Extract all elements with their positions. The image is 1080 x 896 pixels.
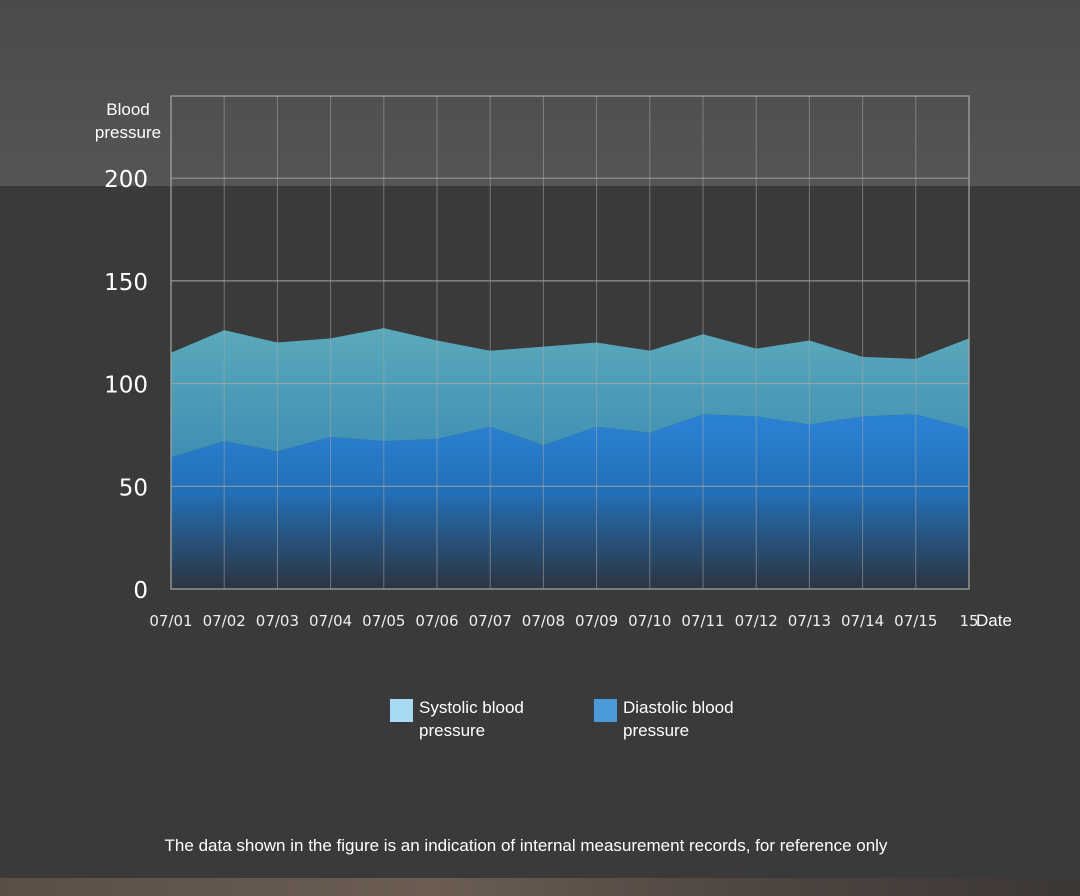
legend-label-systolic: Systolic blood pressure bbox=[419, 698, 524, 740]
x-tick-label: 07/15 bbox=[894, 612, 937, 630]
x-tick-label: 07/12 bbox=[735, 612, 778, 630]
x-tick-label: 07/11 bbox=[681, 612, 724, 630]
x-tick-label: 07/04 bbox=[309, 612, 352, 630]
legend-item-diastolic: Diastolic blood pressure bbox=[594, 696, 773, 742]
y-axis-title: Blood pressure bbox=[94, 100, 162, 142]
x-tick-label: 07/03 bbox=[256, 612, 299, 630]
x-tick-label: 07/08 bbox=[522, 612, 565, 630]
diastolic-area bbox=[171, 414, 969, 589]
x-tick-label: 07/07 bbox=[469, 612, 512, 630]
x-tick-label: 07/05 bbox=[362, 612, 405, 630]
footnote: The data shown in the figure is an indic… bbox=[164, 836, 888, 855]
footer-photo-strip bbox=[0, 878, 1080, 896]
x-tick-label: 07/10 bbox=[628, 612, 671, 630]
diastolic-swatch bbox=[594, 699, 617, 722]
systolic-swatch bbox=[390, 699, 413, 722]
y-tick-label: 0 bbox=[133, 578, 148, 604]
y-tick-label: 100 bbox=[104, 373, 148, 399]
x-tick-label: 07/01 bbox=[149, 612, 192, 630]
x-tick-label: 07/02 bbox=[203, 612, 246, 630]
y-tick-label: 150 bbox=[104, 270, 148, 296]
x-tick-label: 07/13 bbox=[788, 612, 831, 630]
x-tick-label: 07/09 bbox=[575, 612, 618, 630]
y-tick-label: 200 bbox=[104, 167, 148, 193]
systolic-area bbox=[171, 328, 969, 458]
legend-label-diastolic: Diastolic blood pressure bbox=[623, 698, 734, 740]
x-tick-label: 07/14 bbox=[841, 612, 884, 630]
legend-item-systolic: Systolic blood pressure bbox=[390, 696, 569, 742]
y-tick-label: 50 bbox=[119, 475, 148, 501]
x-tick-label: 15 bbox=[959, 612, 978, 630]
header-band bbox=[0, 0, 1080, 186]
x-tick-label: 07/06 bbox=[415, 612, 458, 630]
x-axis-title: Date bbox=[976, 611, 1012, 630]
